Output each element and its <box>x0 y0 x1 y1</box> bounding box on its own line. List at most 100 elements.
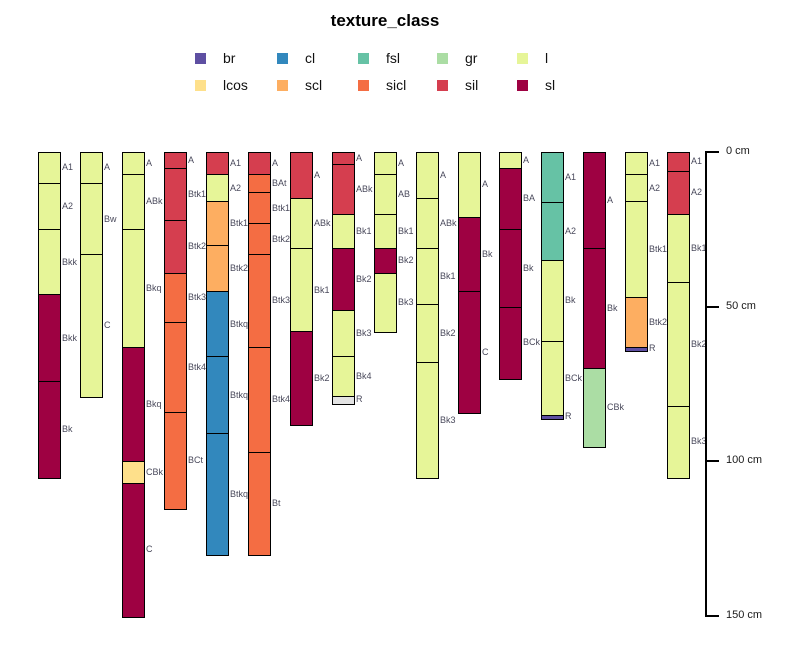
soil-profile-column <box>583 152 606 448</box>
horizon-segment <box>500 230 521 308</box>
horizon-label: A2 <box>565 226 577 236</box>
horizon-label: CBk <box>146 467 164 477</box>
horizon-segment <box>626 174 647 203</box>
soil-profile-column <box>458 152 481 414</box>
horizon-label: Bk3 <box>691 436 707 446</box>
horizon-segment <box>500 168 521 231</box>
legend-swatch-sil-icon <box>437 80 448 91</box>
horizon-label: Bk2 <box>691 339 707 349</box>
legend-swatch-l-icon <box>517 53 528 64</box>
legend-swatch-fsl-icon <box>358 53 369 64</box>
horizon-label: Btkq <box>230 319 249 329</box>
horizon-segment <box>207 202 228 246</box>
horizon-label: A2 <box>62 201 74 211</box>
legend-item-cl: cl <box>277 51 315 65</box>
soil-profile-column <box>248 152 271 557</box>
legend-swatch-gr-icon <box>437 53 448 64</box>
horizon-label: Btk3 <box>188 292 207 302</box>
horizon-segment <box>165 168 186 222</box>
legend-item-gr: gr <box>437 50 478 66</box>
horizon-segment <box>165 412 186 509</box>
legend-item-scl: scl <box>277 78 322 92</box>
horizon-segment <box>249 174 270 194</box>
depth-tick <box>705 615 719 617</box>
horizon-segment <box>81 183 102 255</box>
horizon-label: A1 <box>649 158 661 168</box>
horizon-segment <box>417 248 438 305</box>
horizon-label: Bkk <box>62 257 78 267</box>
horizon-label: CBk <box>607 402 625 412</box>
soil-profile-column <box>164 152 187 510</box>
horizon-label: Bk2 <box>440 328 456 338</box>
horizon-segment <box>417 304 438 364</box>
horizon-segment <box>500 153 521 169</box>
horizon-segment <box>249 193 270 225</box>
horizon-segment <box>626 298 647 348</box>
legend-swatch-scl-icon <box>277 80 288 91</box>
horizon-segment <box>81 254 102 398</box>
horizon-segment <box>542 341 563 416</box>
horizon-label: AB <box>398 189 411 199</box>
horizon-segment <box>584 369 605 447</box>
soil-profile-column <box>80 152 103 399</box>
horizon-label: Btk4 <box>272 394 291 404</box>
horizon-label: A <box>356 153 363 163</box>
horizon-label: A2 <box>649 183 661 193</box>
horizon-label: Bk <box>523 263 534 273</box>
horizon-label: BAt <box>272 178 287 188</box>
horizon-label: Bk2 <box>356 274 372 284</box>
horizon-label: Bk3 <box>398 297 414 307</box>
horizon-segment <box>542 261 563 342</box>
horizon-label: R <box>649 343 656 353</box>
horizon-label: BCt <box>188 455 204 465</box>
horizon-segment <box>375 248 396 274</box>
horizon-segment <box>207 434 228 556</box>
horizon-label: C <box>146 544 153 554</box>
horizon-segment <box>542 202 563 262</box>
horizon-label: Bkq <box>146 399 162 409</box>
legend-label: gr <box>465 50 478 66</box>
legend-item-l: l <box>517 51 548 65</box>
horizon-label: C <box>104 320 111 330</box>
horizon-label: Bk1 <box>691 243 707 253</box>
horizon-segment <box>626 347 647 351</box>
horizon-label: Btk1 <box>188 189 207 199</box>
soil-profile-column <box>541 152 564 420</box>
horizon-segment <box>333 357 354 398</box>
horizon-segment <box>165 323 186 413</box>
horizon-segment <box>459 153 480 218</box>
horizon-label: BCk <box>565 373 583 383</box>
soil-profile-column <box>667 152 690 479</box>
horizon-segment <box>333 310 354 358</box>
horizon-segment <box>39 230 60 296</box>
horizon-label: Bw <box>104 214 117 224</box>
horizon-segment <box>417 363 438 478</box>
horizon-label: A2 <box>691 187 703 197</box>
horizon-segment <box>375 214 396 249</box>
horizon-label: Bk2 <box>398 255 414 265</box>
horizon-label: C <box>482 347 489 357</box>
horizon-label: Btkq <box>230 390 249 400</box>
horizon-label: A1 <box>565 172 577 182</box>
legend-label: lcos <box>223 77 248 93</box>
horizon-segment <box>375 153 396 175</box>
legend-label: sl <box>545 77 556 93</box>
horizon-label: Bk <box>607 303 618 313</box>
horizon-label: Bkq <box>146 283 162 293</box>
horizon-segment <box>207 292 228 358</box>
depth-tick <box>705 306 719 308</box>
horizon-segment <box>39 183 60 231</box>
soil-profile-column <box>625 152 648 352</box>
horizon-segment <box>542 153 563 203</box>
horizon-label: A2 <box>230 183 242 193</box>
horizon-label: Btk4 <box>188 362 207 372</box>
horizon-label: Btk1 <box>272 203 291 213</box>
depth-tick <box>705 460 719 462</box>
horizon-label: Bt <box>272 498 281 508</box>
horizon-label: A <box>398 158 405 168</box>
legend-item-sl: sl <box>517 77 556 93</box>
horizon-label: Bkk <box>62 333 78 343</box>
soil-profile-column <box>122 152 145 619</box>
horizon-label: Btk2 <box>649 317 668 327</box>
horizon-label: BCk <box>523 337 541 347</box>
